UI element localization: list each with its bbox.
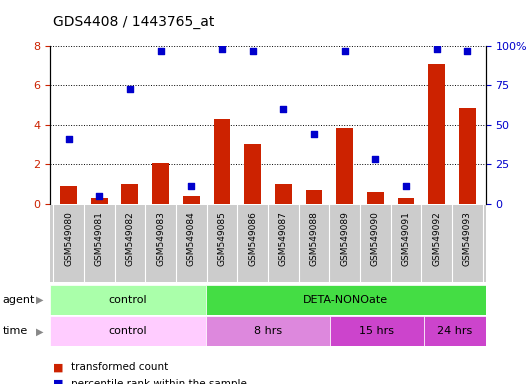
Text: GSM549080: GSM549080 — [64, 212, 73, 266]
Point — [310, 131, 318, 137]
Bar — [398, 198, 414, 204]
Bar — [336, 128, 353, 204]
Text: 15 hrs: 15 hrs — [360, 326, 394, 336]
Text: GSM549087: GSM549087 — [279, 212, 288, 266]
Point — [187, 183, 195, 189]
Bar — [244, 144, 261, 204]
Text: GSM549089: GSM549089 — [340, 212, 349, 266]
Bar — [183, 196, 200, 204]
Point — [126, 86, 134, 92]
Point — [64, 136, 73, 142]
Point — [218, 46, 226, 52]
Text: GDS4408 / 1443765_at: GDS4408 / 1443765_at — [53, 15, 214, 29]
Text: ▶: ▶ — [36, 295, 43, 305]
Bar — [213, 119, 230, 204]
Text: GSM549084: GSM549084 — [187, 212, 196, 266]
Text: ■: ■ — [53, 362, 63, 372]
Bar — [459, 108, 476, 204]
Bar — [91, 198, 108, 204]
Text: 8 hrs: 8 hrs — [254, 326, 282, 336]
Bar — [60, 186, 77, 204]
Text: 24 hrs: 24 hrs — [437, 326, 472, 336]
Bar — [275, 184, 292, 204]
Text: GSM549092: GSM549092 — [432, 212, 441, 266]
Bar — [423, 316, 486, 346]
Bar — [330, 316, 423, 346]
Point — [95, 193, 103, 199]
Text: GSM549082: GSM549082 — [126, 212, 135, 266]
Text: control: control — [109, 295, 147, 305]
Text: GSM549093: GSM549093 — [463, 212, 472, 266]
Bar — [50, 316, 206, 346]
Point — [402, 183, 410, 189]
Text: percentile rank within the sample: percentile rank within the sample — [71, 379, 247, 384]
Text: GSM549086: GSM549086 — [248, 212, 257, 266]
Text: GSM549085: GSM549085 — [218, 212, 227, 266]
Bar — [206, 285, 486, 315]
Text: transformed count: transformed count — [71, 362, 168, 372]
Bar — [428, 64, 445, 204]
Text: GSM549091: GSM549091 — [401, 212, 410, 266]
Text: ■: ■ — [53, 379, 63, 384]
Text: GSM549088: GSM549088 — [309, 212, 318, 266]
Text: GSM549081: GSM549081 — [95, 212, 103, 266]
Point — [371, 156, 380, 162]
Text: agent: agent — [3, 295, 35, 305]
Text: control: control — [109, 326, 147, 336]
Text: time: time — [3, 326, 28, 336]
Bar — [306, 190, 323, 204]
Text: ▶: ▶ — [36, 326, 43, 336]
Text: GSM549090: GSM549090 — [371, 212, 380, 266]
Point — [279, 106, 288, 112]
Point — [341, 48, 349, 54]
Bar — [121, 184, 138, 204]
Bar — [367, 192, 384, 204]
Point — [156, 48, 165, 54]
Text: DETA-NONOate: DETA-NONOate — [303, 295, 388, 305]
Point — [248, 48, 257, 54]
Bar — [50, 285, 206, 315]
Point — [463, 48, 472, 54]
Point — [432, 46, 441, 52]
Bar — [152, 163, 169, 204]
Text: GSM549083: GSM549083 — [156, 212, 165, 266]
Bar — [206, 316, 330, 346]
